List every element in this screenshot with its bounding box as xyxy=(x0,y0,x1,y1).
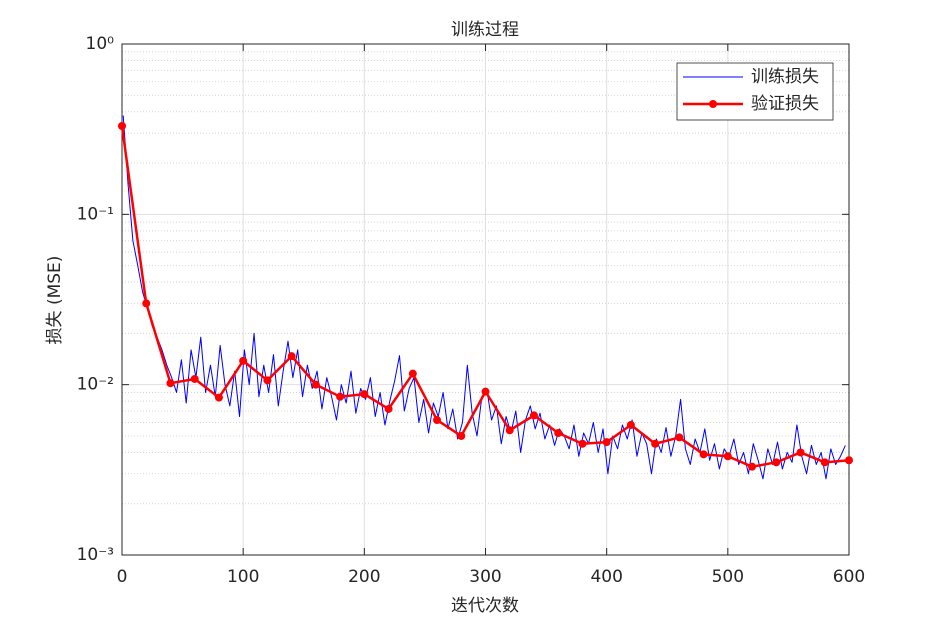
point xyxy=(481,387,490,396)
point xyxy=(118,122,126,131)
point xyxy=(820,458,829,467)
x-tick-label: 600 xyxy=(833,567,865,587)
point xyxy=(263,376,272,385)
point xyxy=(457,431,466,440)
point xyxy=(578,439,587,448)
x-axis-label: 迭代次数 xyxy=(451,596,519,616)
x-tick-label: 0 xyxy=(117,567,128,587)
x-tick-label: 200 xyxy=(348,567,380,587)
y-tick-label: 10⁻³ xyxy=(77,545,114,565)
plot-frame xyxy=(121,43,850,556)
y-axis-label: 损失 (MSE) xyxy=(45,256,65,345)
point xyxy=(142,299,151,308)
point xyxy=(408,369,417,378)
y-tick-label: 10⁰ xyxy=(86,34,115,54)
x-tick-label: 500 xyxy=(712,567,744,587)
x-tick-label: 300 xyxy=(469,567,501,587)
legend-box xyxy=(676,62,834,121)
point xyxy=(360,390,369,399)
point xyxy=(651,439,660,448)
point xyxy=(214,393,223,402)
point xyxy=(311,380,320,389)
point xyxy=(675,433,684,442)
point xyxy=(748,462,757,471)
point xyxy=(287,352,296,361)
point xyxy=(845,456,853,465)
point xyxy=(166,379,175,388)
legend-label: 训练损失 xyxy=(751,67,819,87)
point xyxy=(772,458,781,467)
point xyxy=(505,426,514,435)
point xyxy=(626,420,635,429)
legend-label: 验证损失 xyxy=(751,94,819,114)
point xyxy=(433,416,442,425)
x-tick-label: 100 xyxy=(227,567,259,587)
y-tick-label: 10⁻¹ xyxy=(77,204,114,224)
point xyxy=(699,450,708,459)
point xyxy=(723,452,732,461)
point xyxy=(384,404,393,413)
point xyxy=(239,356,248,365)
point xyxy=(554,429,563,438)
point xyxy=(602,438,611,447)
y-tick-label: 10⁻² xyxy=(77,375,114,395)
point xyxy=(529,411,538,420)
point xyxy=(336,392,345,401)
point xyxy=(190,374,199,383)
chart-title: 训练过程 xyxy=(451,20,519,40)
legend-marker xyxy=(709,100,717,108)
x-tick-label: 400 xyxy=(590,567,622,587)
point xyxy=(796,448,805,457)
